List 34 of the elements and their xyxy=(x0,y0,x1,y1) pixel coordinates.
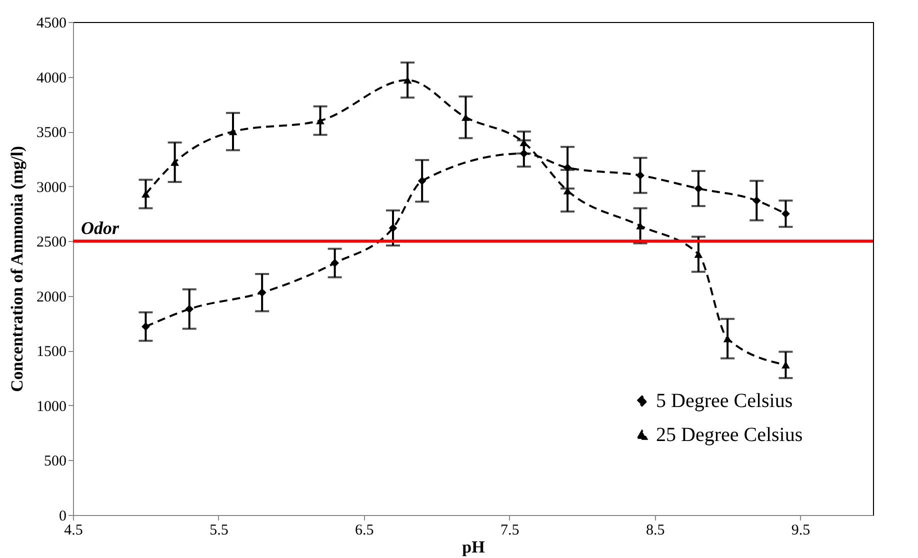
y-tick-label: 1500 xyxy=(36,344,66,360)
x-tick-label: 8.5 xyxy=(646,522,665,538)
point xyxy=(520,149,528,158)
point xyxy=(782,210,790,218)
point xyxy=(388,224,398,232)
point xyxy=(185,304,194,314)
x-tick-label: 9.5 xyxy=(791,522,810,538)
point xyxy=(418,176,426,186)
x-tick-label: 4.5 xyxy=(64,522,83,538)
point xyxy=(636,171,644,180)
ref-line-label: Odor xyxy=(81,218,120,238)
legend-label: 25 Degree Celsius xyxy=(656,424,803,446)
y-tick-label: 3000 xyxy=(36,180,66,196)
point xyxy=(258,288,266,297)
x-tick-label: 5.5 xyxy=(210,522,228,538)
x-tick-label: 6.5 xyxy=(355,522,374,538)
point xyxy=(142,322,150,331)
point xyxy=(563,164,572,172)
x-axis-title: pH xyxy=(462,538,485,556)
y-tick-label: 4000 xyxy=(36,70,66,86)
y-tick-label: 1000 xyxy=(36,398,66,415)
point xyxy=(694,250,703,258)
y-tick-label: 2000 xyxy=(36,289,66,306)
y-tick-label: 2500 xyxy=(36,234,66,251)
y-tick-label: 3500 xyxy=(36,125,66,142)
point xyxy=(694,184,703,193)
legend-label: 5 Degree Celsius xyxy=(656,390,793,412)
point xyxy=(330,258,339,268)
x-tick-label: 7.5 xyxy=(500,522,520,538)
point xyxy=(752,196,761,205)
y-tick-label: 500 xyxy=(44,454,66,470)
y-tick-label: 0 xyxy=(59,508,66,524)
y-axis-title: Concentration of Ammonia (mg/l) xyxy=(8,146,26,392)
y-tick-label: 4500 xyxy=(36,16,66,32)
